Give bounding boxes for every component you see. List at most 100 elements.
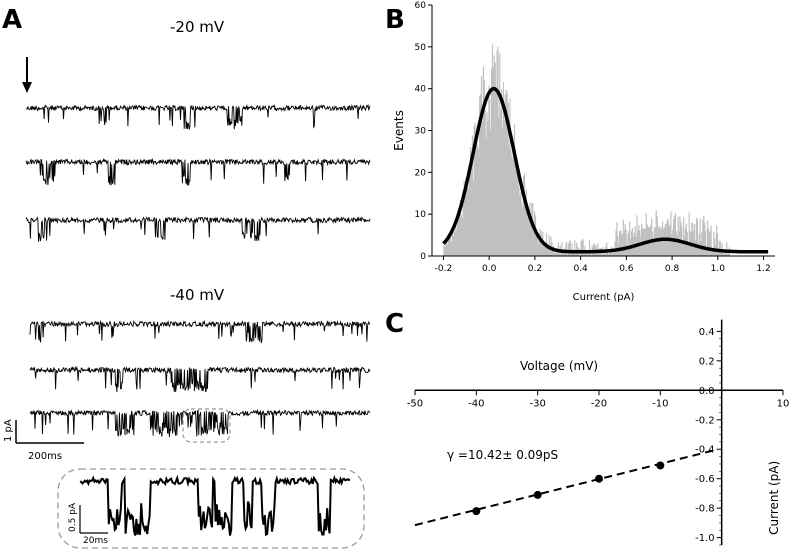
histogram-bar (698, 233, 700, 256)
histogram-bar (492, 67, 494, 256)
histogram-bar (535, 234, 537, 256)
histogram-bar (523, 175, 525, 256)
histogram-bar (712, 248, 714, 256)
histogram-bar (667, 219, 669, 256)
panel-a-letter: A (2, 5, 22, 35)
data-point (533, 490, 542, 499)
histogram-bar (708, 232, 710, 256)
histogram-bar (477, 146, 479, 256)
histogram-bar (552, 246, 554, 256)
histogram-bar (726, 242, 728, 256)
histogram-bar (480, 94, 482, 257)
inset-scale-bar (79, 505, 108, 534)
histogram-bar (687, 243, 689, 256)
histogram-bar (615, 230, 617, 256)
histogram-bar (508, 145, 510, 256)
histogram-bar (525, 189, 527, 256)
histogram-bar (675, 231, 677, 256)
y-tick-label: 40 (415, 85, 427, 95)
histogram-bar (624, 224, 626, 256)
histogram-bar (484, 109, 486, 256)
histogram-bar (450, 241, 452, 256)
histogram-bar (479, 96, 481, 256)
histogram-bar (489, 99, 491, 257)
histogram-bar (545, 245, 547, 256)
histogram-bar (524, 201, 526, 256)
data-point (595, 474, 603, 483)
histogram-bar (528, 214, 530, 256)
y-tick-label: 60 (415, 1, 427, 11)
histogram-bar (696, 219, 698, 256)
trace-top-2 (25, 157, 371, 186)
histogram-bar (658, 228, 660, 256)
histogram-bar (625, 228, 627, 256)
trace-label-minus40: -40 mV (170, 286, 225, 304)
histogram-bar (704, 222, 706, 256)
traces-minus20 (25, 103, 371, 242)
histogram-bar (627, 234, 629, 256)
histogram-bar (464, 189, 466, 256)
histogram-bar (716, 233, 719, 256)
histogram-bar (583, 254, 585, 256)
histogram-bar (457, 215, 459, 256)
histogram-bar (608, 254, 610, 256)
histogram-bar (459, 200, 462, 256)
histogram-bar (499, 53, 501, 256)
histogram-bar (580, 240, 582, 256)
x-tick-label: 0.2 (528, 264, 542, 274)
histogram-bar (641, 223, 643, 256)
histogram-bar (550, 236, 552, 256)
histogram-bar (538, 234, 540, 256)
histogram-bar (727, 253, 730, 256)
y-tick-label: -0.8 (695, 504, 715, 515)
histogram-bar (699, 218, 701, 256)
histogram-bar (498, 117, 500, 256)
x-axis-label: Current (pA) (573, 292, 635, 303)
y-tick-label: 0 (420, 252, 426, 262)
histogram-bar (482, 66, 484, 256)
histogram-bar (703, 215, 705, 256)
histogram-bar (673, 215, 676, 256)
histogram-bar (517, 168, 519, 256)
histogram-bar (585, 252, 587, 256)
histogram-bar (516, 165, 518, 256)
histogram-bar (679, 216, 681, 256)
histogram-bar (527, 209, 529, 256)
histogram-bar (514, 149, 516, 256)
histogram-bar (520, 191, 522, 256)
x-tick-label: 0.0 (482, 264, 497, 274)
histogram-bar (623, 230, 625, 256)
histogram-bar (515, 169, 517, 256)
histogram-bar (646, 224, 648, 256)
histogram-bar (651, 218, 653, 256)
histogram-bar (582, 239, 584, 256)
histogram-bar (652, 239, 655, 256)
x-tick-label: 0.4 (573, 264, 588, 274)
histogram-bar (568, 241, 570, 256)
histogram-bar (718, 240, 720, 256)
scale-y-label: 1 pA (3, 419, 14, 442)
histogram-bar (640, 236, 642, 256)
histogram-bar (456, 229, 458, 256)
histogram-bar (480, 76, 483, 257)
histogram-bar (677, 216, 679, 256)
histogram-bar (448, 239, 450, 256)
histogram-bar (547, 247, 549, 256)
y-tick-label: -0.4 (695, 445, 715, 456)
histogram-bar (571, 243, 573, 256)
histogram-bar (587, 254, 589, 256)
histogram-bar (526, 203, 528, 256)
inset-trace (79, 474, 350, 537)
y-tick-label: 0.0 (699, 386, 715, 397)
histogram-bar (468, 188, 470, 256)
histogram-bar (466, 186, 468, 256)
histogram-bar (453, 231, 455, 256)
histogram-bar (474, 123, 476, 256)
data-point (656, 461, 665, 470)
histogram-bar (467, 171, 469, 256)
histogram-bar (586, 253, 588, 256)
histogram-bar (487, 121, 489, 256)
histogram-bar (471, 135, 473, 256)
inset-frame (57, 468, 365, 549)
